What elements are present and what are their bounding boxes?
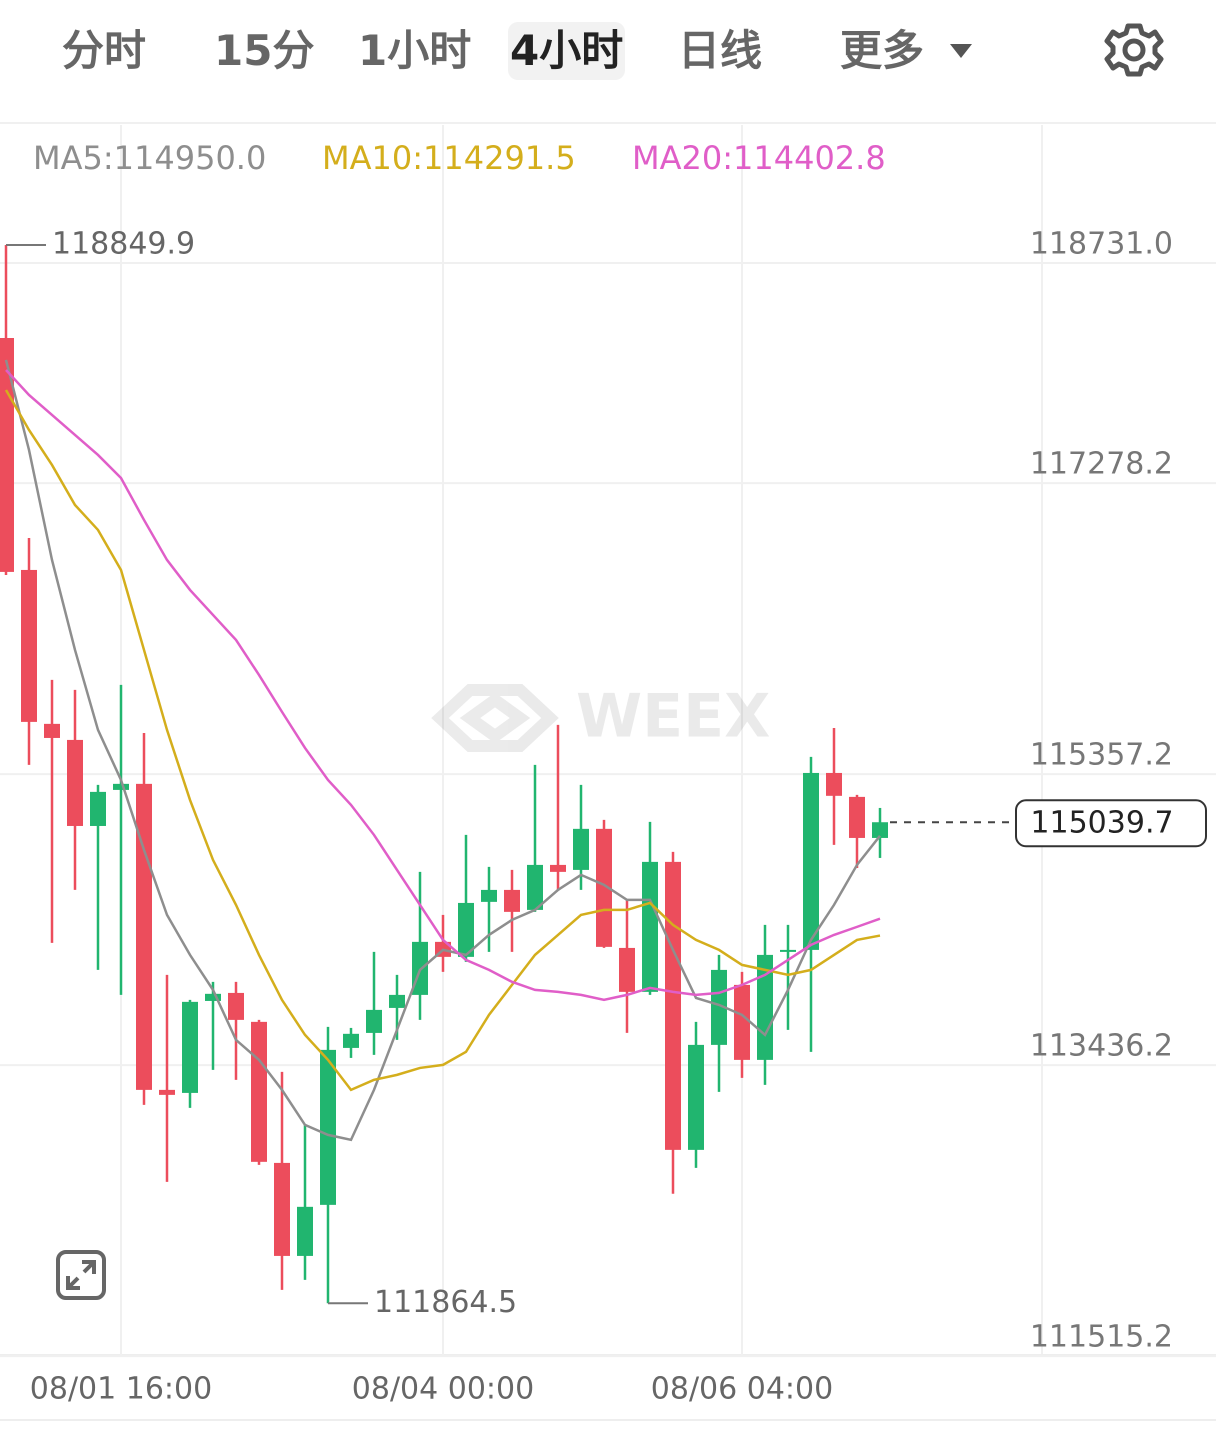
candle-body (159, 1089, 175, 1095)
candle-body (596, 828, 612, 947)
candle-body (297, 1206, 313, 1256)
candle-body (803, 772, 819, 950)
legend-entry: MA20:114402.8 (632, 139, 886, 177)
tab-bar: 分时 15分 1小时 4小时 日线 更多 (0, 0, 1216, 124)
ma-line (5, 369, 881, 1002)
candle-body (734, 984, 750, 1060)
candle-body (504, 889, 520, 912)
candle-body (573, 828, 589, 870)
candle-body (389, 994, 405, 1008)
tab[interactable]: 15分 (214, 26, 315, 75)
ma-line (4, 359, 881, 1142)
candle-body (274, 1162, 290, 1256)
x-tick-label: 08/06 04:00 (651, 1372, 833, 1407)
candle-body (113, 783, 129, 790)
price-box (1015, 799, 1207, 848)
watermark: WEEX (431, 682, 770, 752)
legend-entry: MA10:114291.5 (322, 139, 576, 177)
candle-body (228, 992, 244, 1020)
candle-body (757, 954, 773, 1060)
grid (0, 125, 1216, 1421)
candle-body (780, 949, 796, 952)
dropdown-arrow[interactable] (950, 44, 972, 58)
candle-body (21, 569, 37, 722)
low-label: 111864.5 (374, 1285, 517, 1320)
candle-body (688, 1044, 704, 1150)
candle-body (366, 1009, 382, 1033)
y-tick-label: 117278.2 (1030, 447, 1173, 482)
tab[interactable]: 日线 (678, 26, 763, 75)
x-tick-label: 08/01 16:00 (30, 1372, 212, 1407)
candle-body (251, 1021, 267, 1162)
watermark-text: WEEX (576, 682, 770, 752)
price-label: 115039.7 (1030, 806, 1173, 841)
candle-body (665, 861, 681, 1150)
candle-body (550, 864, 566, 872)
x-tick-label: 08/04 00:00 (352, 1372, 534, 1407)
candle-body (458, 902, 474, 957)
settings-icon[interactable] (1104, 23, 1164, 77)
candle-body (67, 739, 83, 826)
legend-entry: MA5:114950.0 (33, 139, 266, 177)
candle-body (320, 1049, 336, 1205)
candle-body (205, 993, 221, 1001)
candle-body (527, 864, 543, 910)
y-tick-label: 111515.2 (1030, 1320, 1173, 1355)
tab[interactable]: 分时 (62, 26, 147, 75)
candle-body (182, 1001, 198, 1093)
candle-body (44, 723, 60, 738)
high-label: 118849.9 (52, 227, 195, 262)
candle-body (481, 889, 497, 902)
candle-body (642, 861, 658, 992)
tab[interactable]: 1小时 (358, 26, 472, 75)
y-tick-label: 113436.2 (1030, 1029, 1173, 1064)
candle-body (849, 796, 865, 838)
candle-body (90, 791, 106, 826)
candle-body (619, 947, 635, 992)
expand-icon[interactable] (56, 1250, 106, 1300)
y-tick-label: 118731.0 (1030, 227, 1173, 262)
ma-line (4, 389, 881, 1092)
candle-body (711, 969, 727, 1045)
candle-body (343, 1033, 359, 1048)
candle-body (872, 822, 888, 838)
candle-body (826, 772, 842, 796)
y-tick-label: 115357.2 (1030, 738, 1173, 773)
candle-body (0, 338, 14, 572)
tab-selected[interactable]: 4小时 (508, 22, 626, 80)
tab-more[interactable]: 更多 (840, 26, 925, 75)
